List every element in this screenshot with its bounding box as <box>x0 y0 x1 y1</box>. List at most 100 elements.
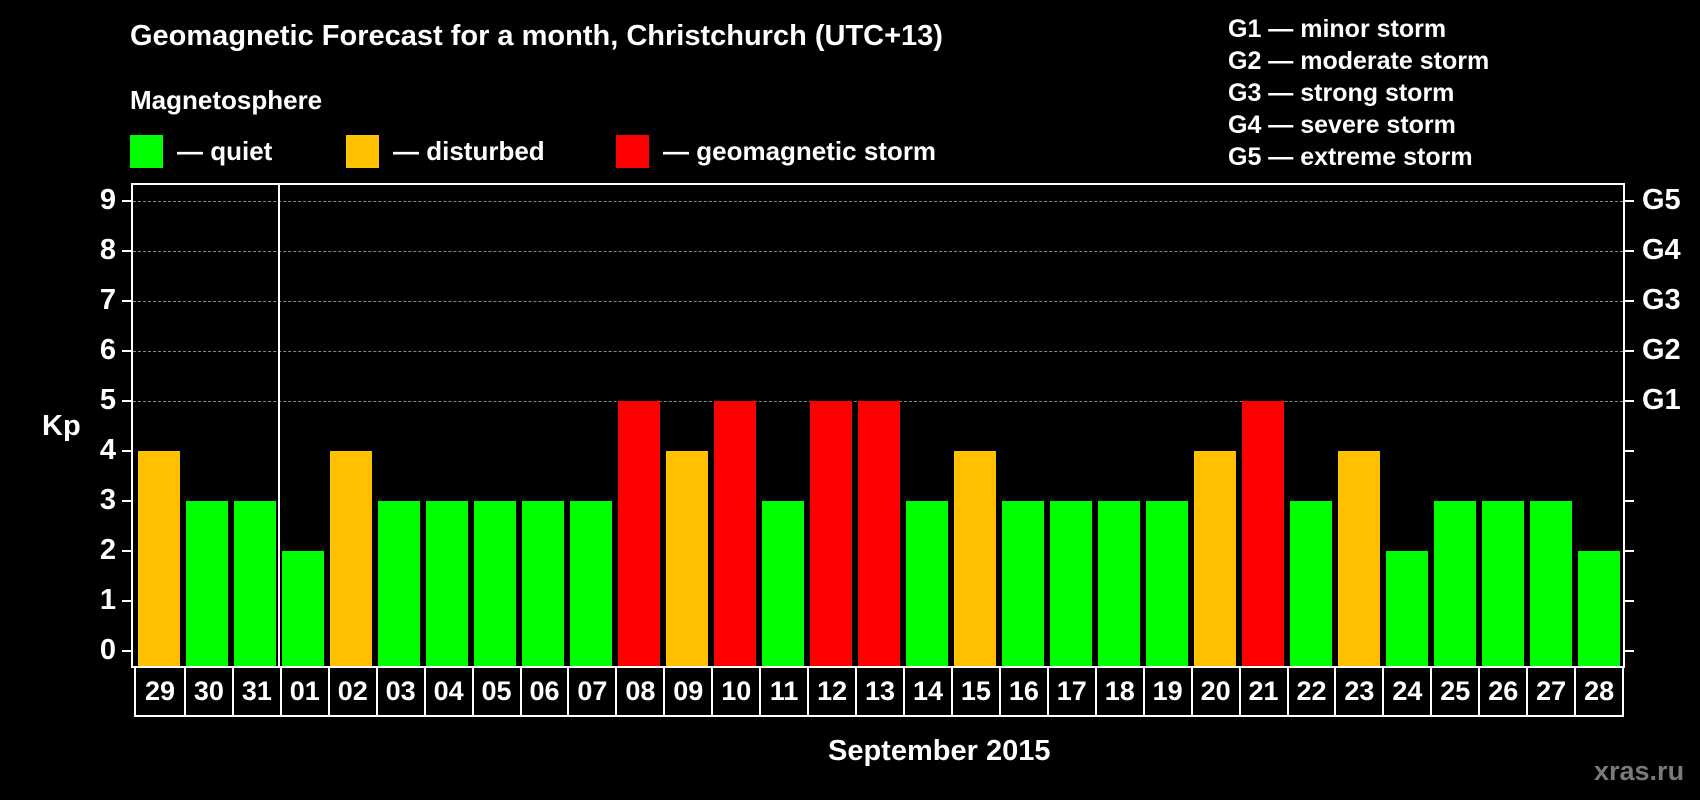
kp-bar-31 <box>234 501 276 668</box>
date-label: 31 <box>231 668 280 715</box>
g-scale-label: G5 <box>1642 184 1681 216</box>
y-tick-right <box>1625 250 1634 252</box>
date-label: 12 <box>807 668 855 715</box>
y-tick-label: 1 <box>99 584 116 616</box>
date-label: 21 <box>1238 668 1287 715</box>
plot-frame <box>131 183 1625 668</box>
y-tick-label: 6 <box>99 334 116 366</box>
kp-bar-28 <box>1578 551 1620 668</box>
kp-bar-06 <box>522 501 564 668</box>
y-tick-right <box>1625 400 1634 402</box>
date-label: 03 <box>375 668 424 715</box>
kp-bar-02 <box>330 451 372 668</box>
legend-label: — disturbed <box>393 136 545 166</box>
kp-bar-24 <box>1386 551 1428 668</box>
y-tick-left <box>122 400 131 402</box>
g-scale-label: G4 <box>1642 234 1681 266</box>
date-label: 05 <box>471 668 520 715</box>
kp-bar-16 <box>1002 501 1044 668</box>
date-label: 28 <box>1574 668 1622 715</box>
date-label: 11 <box>759 668 807 715</box>
gridline <box>133 301 1623 302</box>
date-label: 15 <box>950 668 999 715</box>
date-label: 02 <box>327 668 376 715</box>
kp-bar-30 <box>186 501 228 668</box>
gridline <box>133 351 1623 352</box>
date-label: 22 <box>1286 668 1335 715</box>
g4-legend: G4 — severe storm <box>1228 111 1456 139</box>
kp-bar-14 <box>906 501 948 668</box>
y-tick-label: 8 <box>99 234 116 266</box>
x-axis-date-labels: 29 30 31 01 02 03 04 05 06 07 08 09 10 11 12 13 14 15 16 17… <box>134 668 1624 717</box>
disturbed-swatch <box>346 135 379 168</box>
section-label: Magnetosphere <box>130 85 323 115</box>
y-tick-left <box>122 250 131 252</box>
date-label: 26 <box>1478 668 1526 715</box>
y-tick-label: 2 <box>99 534 116 566</box>
y-tick-label: 5 <box>99 384 116 416</box>
date-label: 18 <box>1094 668 1143 715</box>
kp-bar-17 <box>1050 501 1092 668</box>
kp-bar-25 <box>1434 501 1476 668</box>
y-tick-left <box>122 650 131 652</box>
kp-bar-03 <box>378 501 420 668</box>
y-tick-label: 3 <box>99 484 116 516</box>
storm-swatch <box>616 135 649 168</box>
date-label: 13 <box>855 668 903 715</box>
date-label: 01 <box>279 668 328 715</box>
y-tick-label: 4 <box>99 434 116 466</box>
date-label: 29 <box>144 676 175 706</box>
kp-bar-13 <box>858 401 900 668</box>
legend-item-quiet: — quiet <box>130 135 272 168</box>
g-scale-label: G1 <box>1642 384 1681 416</box>
gridline <box>133 201 1623 202</box>
y-tick-label: 0 <box>99 634 116 666</box>
date-label: 04 <box>423 668 472 715</box>
y-tick-right <box>1625 450 1634 452</box>
kp-bar-05 <box>474 501 516 668</box>
g-scale-legend: G1 — minor storm G2 — moderate storm G3 … <box>1228 13 1489 173</box>
date-label: 19 <box>1142 668 1191 715</box>
y-tick-right <box>1625 300 1634 302</box>
kp-bar-01 <box>282 551 324 668</box>
date-label: 25 <box>1430 668 1478 715</box>
kp-bar-22 <box>1290 501 1332 668</box>
month-divider <box>278 183 280 668</box>
y-axis-label: Kp <box>42 410 81 442</box>
date-label: 30 <box>183 668 232 715</box>
g1-legend: G1 — minor storm <box>1228 15 1447 43</box>
y-tick-right <box>1625 650 1634 652</box>
kp-bar-23 <box>1338 451 1380 668</box>
y-tick-label: 9 <box>99 184 116 216</box>
kp-bar-27 <box>1530 501 1572 668</box>
y-tick-left <box>122 500 131 502</box>
y-tick-left <box>122 350 131 352</box>
date-label: 14 <box>903 668 951 715</box>
x-axis-label: September 2015 <box>828 735 1051 767</box>
kp-bar-09 <box>666 451 708 668</box>
g3-legend: G3 — strong storm <box>1228 79 1455 107</box>
y-tick-left <box>122 300 131 302</box>
y-tick-right <box>1625 500 1634 502</box>
kp-bar-21 <box>1242 401 1284 668</box>
y-tick-right <box>1625 550 1634 552</box>
legend-label: — quiet <box>177 136 273 166</box>
watermark: xras.ru <box>1594 756 1685 786</box>
date-label: 06 <box>519 668 568 715</box>
g5-legend: G5 — extreme storm <box>1228 143 1473 171</box>
legend-item-disturbed: — disturbed <box>346 135 545 168</box>
kp-bar-19 <box>1146 501 1188 668</box>
kp-bar-20 <box>1194 451 1236 668</box>
y-tick-right <box>1625 600 1634 602</box>
y-tick-left <box>122 550 131 552</box>
gridline <box>133 251 1623 252</box>
y-tick-right <box>1625 200 1634 202</box>
quiet-swatch <box>130 135 163 168</box>
date-label: 20 <box>1190 668 1239 715</box>
g2-legend: G2 — moderate storm <box>1228 47 1490 75</box>
kp-bar-15 <box>954 451 996 668</box>
kp-bar-18 <box>1098 501 1140 668</box>
date-label: 17 <box>1046 668 1095 715</box>
date-label: 10 <box>711 668 759 715</box>
y-tick-left <box>122 450 131 452</box>
